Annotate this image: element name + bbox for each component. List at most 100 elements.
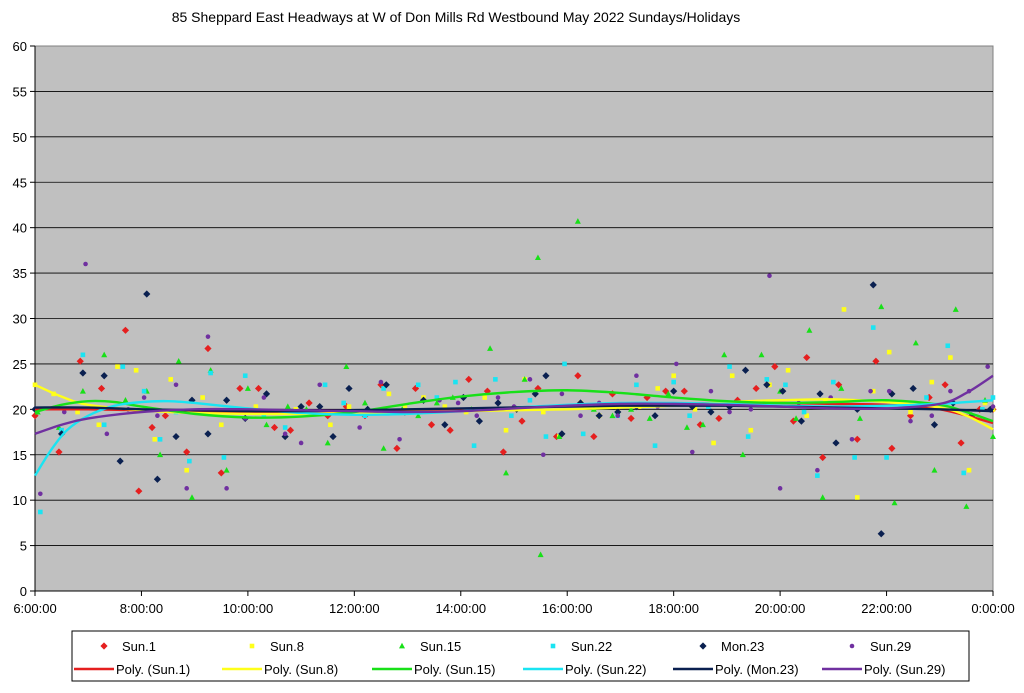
data-point: [499, 448, 507, 456]
data-point: [223, 396, 231, 404]
data-point: [345, 384, 353, 393]
data-point: [242, 373, 248, 379]
data-point: [912, 339, 919, 346]
data-point: [281, 432, 289, 441]
data-point: [888, 444, 896, 452]
data-point: [104, 431, 110, 437]
data-point: [574, 372, 582, 380]
data-point: [856, 415, 863, 421]
data-point: [671, 373, 676, 379]
data-point: [475, 417, 484, 425]
data-point: [141, 388, 147, 394]
data-point: [542, 372, 550, 380]
data-point: [884, 455, 889, 460]
data-point: [80, 352, 86, 358]
data-point: [891, 499, 898, 506]
data-point: [427, 421, 436, 429]
data-point: [175, 357, 182, 364]
data-point: [671, 379, 676, 385]
data-point: [38, 509, 43, 515]
data-point: [925, 393, 933, 402]
data-point: [763, 381, 771, 389]
data-point: [729, 373, 735, 379]
data-point: [711, 440, 716, 446]
data-point: [929, 379, 935, 385]
data-point: [204, 430, 212, 438]
data-point: [493, 377, 498, 382]
data-point: [727, 409, 732, 415]
data-point: [503, 469, 510, 476]
data-point: [540, 452, 546, 458]
data-point: [574, 218, 581, 224]
data-point: [121, 326, 130, 334]
data-point: [471, 443, 477, 448]
data-point: [534, 254, 541, 261]
data-point: [696, 421, 704, 429]
data-point: [849, 437, 855, 442]
y-tick-label: 35: [13, 266, 27, 281]
data-point: [793, 415, 800, 421]
data-point: [878, 303, 885, 310]
data-point: [870, 388, 876, 394]
data-point: [692, 407, 698, 412]
data-point: [578, 413, 583, 418]
data-point: [184, 467, 189, 473]
data-point: [674, 361, 679, 367]
data-point: [748, 427, 754, 433]
data-point: [727, 364, 732, 369]
data-point: [832, 439, 840, 447]
data-point: [173, 382, 179, 388]
data-point: [221, 455, 227, 460]
data-point: [217, 469, 225, 477]
legend-label: Poly. (Sun.29): [864, 662, 945, 677]
data-point: [442, 404, 448, 409]
legend-marker: [699, 642, 707, 650]
data-point: [133, 367, 139, 373]
data-point: [543, 434, 549, 439]
data-point: [341, 400, 346, 406]
data-point: [980, 407, 985, 412]
data-point: [990, 433, 996, 439]
data-point: [646, 415, 653, 421]
data-point: [122, 397, 129, 403]
x-tick-label: 20:00:00: [755, 601, 806, 616]
legend-label: Poly. (Mon.23): [715, 662, 799, 677]
chart-title: 85 Sheppard East Headways at W of Don Mi…: [172, 9, 741, 25]
data-point: [838, 385, 845, 391]
data-point: [680, 387, 688, 395]
data-point: [853, 435, 861, 443]
data-point: [931, 466, 938, 473]
data-point: [748, 407, 754, 412]
data-point: [298, 440, 304, 446]
data-point: [38, 491, 43, 497]
y-tick-label: 15: [13, 448, 27, 463]
data-point: [83, 261, 88, 267]
data-point: [670, 387, 678, 395]
x-tick-label: 6:00:00: [13, 601, 56, 616]
data-point: [576, 399, 585, 407]
data-point: [76, 357, 84, 365]
data-point: [100, 372, 108, 380]
y-tick-label: 20: [13, 402, 27, 417]
data-point: [785, 367, 791, 373]
data-point: [200, 395, 205, 400]
data-point: [101, 422, 107, 428]
legend-label: Poly. (Sun.1): [116, 662, 190, 677]
data-point: [75, 409, 80, 415]
data-point: [322, 382, 328, 388]
data-point: [909, 384, 917, 393]
data-point: [172, 432, 180, 441]
y-tick-label: 50: [13, 130, 27, 145]
data-point: [361, 399, 368, 406]
data-point: [324, 439, 331, 446]
data-point: [990, 395, 996, 400]
data-point: [135, 487, 143, 495]
data-point: [868, 388, 873, 394]
data-point: [908, 409, 913, 415]
data-point: [261, 413, 267, 418]
data-point: [441, 421, 449, 429]
data-point: [745, 434, 751, 439]
data-point: [189, 494, 196, 500]
data-point: [651, 412, 659, 420]
